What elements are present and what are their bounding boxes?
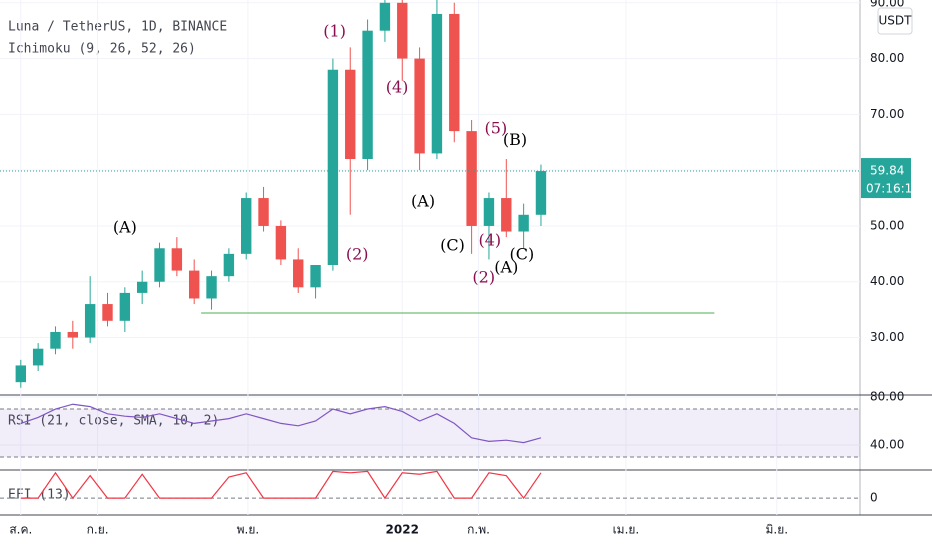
rsi-line xyxy=(20,403,542,444)
candle-body xyxy=(15,365,27,383)
candle-body xyxy=(397,2,408,59)
chart-title: Luna / TetherUS, 1D, BINANCE xyxy=(8,20,227,35)
candle-body xyxy=(327,69,339,266)
candle-body xyxy=(241,198,252,254)
wave-label: (B) xyxy=(503,130,527,149)
wave-label: (A) xyxy=(113,218,137,237)
y-tick-label: 50.00 xyxy=(870,218,904,232)
y-tick-label: 80.00 xyxy=(870,390,904,404)
last-price: 59.84 xyxy=(870,164,904,178)
countdown: 07:16:16 xyxy=(866,182,920,196)
candle-body xyxy=(206,276,217,299)
rsi-title: RSI (21, close, SMA, 10, 2) xyxy=(8,414,219,429)
x-tick-label: มิ.ย. xyxy=(765,523,788,537)
candle-body xyxy=(431,13,443,154)
efi-title: EFI (13) xyxy=(8,488,71,503)
candle-body xyxy=(535,171,547,215)
currency[interactable]: USDT xyxy=(879,14,913,28)
currency-box[interactable] xyxy=(877,7,913,35)
efi-line xyxy=(20,470,542,500)
wave-label: (5) xyxy=(485,118,508,137)
candle-body xyxy=(171,248,183,271)
candle-body xyxy=(32,348,44,366)
indicator-title: Ichimoku (9, 26, 52, 26) xyxy=(8,42,196,57)
candle-body xyxy=(379,2,391,31)
candle-body xyxy=(362,30,373,160)
wave-label: (4) xyxy=(478,231,501,250)
y-tick-label: 70.00 xyxy=(870,107,904,121)
x-tick-label: ก.ย. xyxy=(87,523,109,537)
wave-label: (C) xyxy=(440,236,465,255)
candle-body xyxy=(310,265,321,288)
wave-label: (4) xyxy=(386,78,409,97)
candle-body xyxy=(84,304,96,338)
candle-body xyxy=(154,248,165,282)
y-tick-label: 30.00 xyxy=(870,330,904,344)
candle-body xyxy=(275,225,287,260)
candle-body xyxy=(50,331,61,349)
candle-body xyxy=(136,281,148,293)
wave-label: (A) xyxy=(494,257,518,276)
candle-body xyxy=(518,214,529,232)
y-tick-label: 40.00 xyxy=(870,274,904,288)
x-tick-label: พ.ย. xyxy=(237,523,260,537)
y-tick-label: 0 xyxy=(870,491,878,505)
candle-body xyxy=(293,259,304,288)
x-tick-label: ส.ค. xyxy=(9,523,32,537)
wave-label: (2) xyxy=(472,267,495,286)
candle-body xyxy=(414,58,425,154)
candle-body xyxy=(345,69,356,160)
candle-body xyxy=(258,198,269,226)
x-tick-label: 2022 xyxy=(386,523,419,537)
wave-label: (A) xyxy=(411,191,435,210)
candle-body xyxy=(119,292,131,321)
candle-body xyxy=(102,304,113,321)
wave-label: (C) xyxy=(510,244,535,263)
candle-body xyxy=(449,13,460,132)
y-tick-label: 90.00 xyxy=(870,0,904,9)
last-price-box xyxy=(861,158,911,199)
candle-body xyxy=(67,331,79,338)
candle-body xyxy=(223,253,235,277)
x-tick-label: ก.พ. xyxy=(467,523,490,537)
y-tick-label: 40.00 xyxy=(870,437,904,451)
x-tick-label: เม.ย. xyxy=(613,523,640,537)
candle-body xyxy=(501,198,512,232)
candle-body xyxy=(466,131,477,226)
y-tick-label: 80.00 xyxy=(870,51,904,65)
wave-label: (2) xyxy=(346,244,369,263)
candle-body xyxy=(483,198,495,226)
candle-body xyxy=(188,270,200,299)
wave-label: (1) xyxy=(323,21,346,40)
